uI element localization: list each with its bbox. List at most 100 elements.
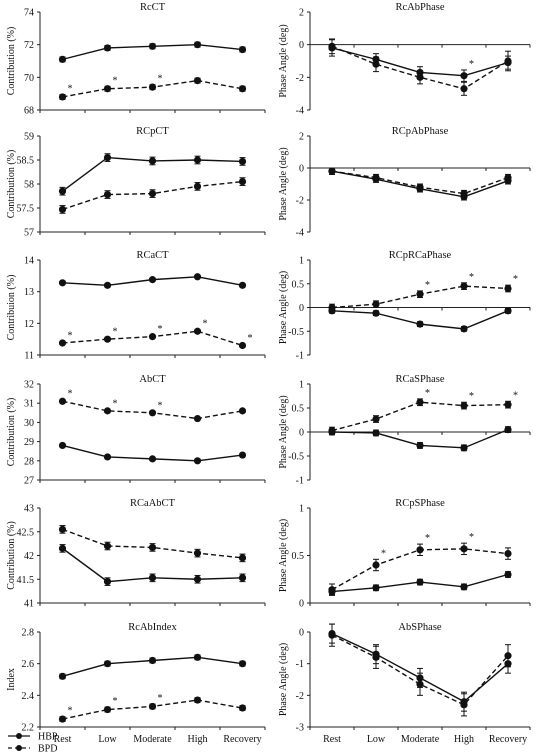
RcCT-ytick-label: 74 <box>24 8 34 19</box>
AbCT-point-BPD <box>58 397 67 405</box>
RcCT-title: RcCT <box>140 2 166 13</box>
RCaAbCT-point-HBP <box>58 544 67 552</box>
RCpCT-ytick-label: 58 <box>24 180 34 191</box>
RcAbIndex-category-label: Rest <box>54 734 72 745</box>
RCpSPhase-point-HBP <box>504 570 512 579</box>
RCaSPhase-point-BPD <box>416 398 424 406</box>
RcCT-point-BPD <box>103 85 112 93</box>
AbCT-ytick-label: 31 <box>24 399 34 410</box>
chart-RCpSPhase: RCpSPhase 0 0.5 1 Phase Angle (deg) * * * <box>278 498 531 610</box>
AbCT-point-HBP <box>238 451 247 459</box>
RCaSPhase-significance-star: * <box>513 390 518 401</box>
AbCT-ytick-label: 32 <box>24 380 34 391</box>
RCpAbPhase-point-BPD <box>372 174 380 182</box>
AbSPhase-ytick-label: -2 <box>296 691 304 702</box>
RCaCT-ytick-label: 13 <box>24 287 34 298</box>
RCaCT-significance-star: * <box>158 324 163 335</box>
AbSPhase-title: AbSPhase <box>398 622 442 633</box>
RCaCT-point-HBP <box>58 279 67 287</box>
RcAbIndex-ytick-label: 2.2 <box>22 723 35 734</box>
RCpCT-point-BPD <box>103 190 112 199</box>
RCaAbCT-point-BPD <box>193 549 202 557</box>
RcCT-ylabel: Contribution (%) <box>6 27 17 96</box>
RcCT-significance-star: * <box>158 74 163 85</box>
AbSPhase-point-BPD <box>328 631 336 639</box>
RcCT-point-HBP <box>148 42 157 50</box>
RcAbIndex-point-HBP <box>193 653 202 661</box>
chart-RCpAbPhase: RCpAbPhase -4 -2 0 2 Phase Angle (deg) <box>278 126 531 239</box>
chart-AbSPhase: AbSPhase -3 -2 -1 0 Phase Angle (deg) Rest Low M… <box>278 622 531 745</box>
legend-marker-BPD <box>16 745 22 751</box>
RCaSPhase-point-BPD <box>460 402 468 410</box>
RCpAbPhase-point-BPD <box>460 190 468 198</box>
RCaSPhase-ylabel: Phase Angle (deg) <box>278 395 289 468</box>
AbSPhase-point-BPD <box>416 680 424 688</box>
RCaSPhase-title: RCaSPhase <box>395 374 444 385</box>
RCpCT-point-BPD <box>58 205 67 214</box>
RcAbIndex-point-BPD <box>148 702 157 711</box>
RCpRCaPhase-point-HBP <box>416 320 424 328</box>
RCaCT-ytick-label: 11 <box>24 351 34 362</box>
RCaAbCT-point-BPD <box>148 543 157 552</box>
AbCT-significance-star: * <box>68 389 73 400</box>
RcCT-point-BPD <box>238 85 247 93</box>
AbSPhase-category-label: Low <box>367 734 386 745</box>
RcAbIndex-significance-star: * <box>113 696 118 707</box>
RCaAbCT-ytick-label: 41 <box>24 599 34 610</box>
RCaSPhase-point-BPD <box>372 415 380 423</box>
RCaCT-significance-star: * <box>68 330 73 341</box>
RcAbPhase-point-BPD <box>328 42 336 50</box>
legend-marker-HBP <box>16 733 22 739</box>
RCpSPhase-ylabel: Phase Angle (deg) <box>278 519 289 592</box>
RcAbIndex-point-BPD <box>238 704 247 712</box>
AbSPhase-ytick-label: 0 <box>299 628 304 639</box>
RCaCT-point-HBP <box>148 276 157 284</box>
RcAbIndex-point-BPD <box>193 696 202 704</box>
RCpCT-ylabel: Contribution (%) <box>6 150 17 219</box>
chart-RCpRCaPhase: RCpRCaPhase -1 -0.5 0 0.5 1 Phase Angle (deg) *… <box>278 250 531 362</box>
AbCT-point-BPD <box>193 414 202 423</box>
RCpAbPhase-ylabel: Phase Angle (deg) <box>278 147 289 220</box>
RcAbIndex-ytick-label: 2.4 <box>22 691 35 702</box>
RCpRCaPhase-point-HBP <box>460 325 468 333</box>
RCaAbCT-point-HBP <box>148 574 157 582</box>
RCpAbPhase-title: RCpAbPhase <box>392 126 449 137</box>
RCpCT-ytick-label: 57.5 <box>17 204 35 215</box>
RCpRCaPhase-point-BPD <box>460 282 468 290</box>
RCaAbCT-ytick-label: 41.5 <box>17 575 35 586</box>
RCpCT-point-HBP <box>148 157 157 165</box>
RcAbPhase-ylabel: Phase Angle (deg) <box>278 24 289 97</box>
RCpCT-point-BPD <box>238 178 247 186</box>
RCaSPhase-point-HBP <box>416 441 424 450</box>
RCaCT-point-BPD <box>238 341 247 350</box>
RcAbIndex-point-HBP <box>238 660 247 668</box>
RcAbIndex-category-label: Low <box>98 734 117 745</box>
RCpSPhase-significance-star: * <box>469 532 474 543</box>
RcAbPhase-point-BPD <box>416 73 424 81</box>
AbSPhase-category-label: Rest <box>323 734 341 745</box>
RCaSPhase-ytick-label: -1 <box>296 476 304 487</box>
RcCT-significance-star: * <box>113 75 118 86</box>
RCpRCaPhase-point-HBP <box>504 307 512 315</box>
RcAbIndex-title: RcAbIndex <box>128 622 177 633</box>
chart-RCaSPhase: RCaSPhase -1 -0.5 0 0.5 1 Phase Angle (deg) * * * <box>278 374 531 487</box>
RCaSPhase-point-BPD <box>504 401 512 409</box>
RCpSPhase-point-BPD <box>416 546 424 554</box>
AbSPhase-ytick-label: -3 <box>296 723 304 734</box>
RcAbPhase-significance-star: * <box>469 59 474 70</box>
RCaCT-significance-star: * <box>113 327 118 338</box>
RCaSPhase-ytick-label: 0 <box>299 428 304 439</box>
RCaCT-ytick-label: 14 <box>24 256 34 267</box>
AbCT-significance-star: * <box>158 400 163 411</box>
RCpAbPhase-point-BPD <box>504 174 512 182</box>
chart-RcAbIndex: RcAbIndex 2.2 2.4 2.6 2.8 Index Rest Low Moderat… <box>6 622 266 745</box>
RCpSPhase-significance-star: * <box>381 548 386 559</box>
AbSPhase-ylabel: Phase Angle (deg) <box>278 643 289 716</box>
RCpSPhase-point-HBP <box>372 584 380 592</box>
RcAbPhase-title: RcAbPhase <box>396 2 445 13</box>
RCaCT-point-HBP <box>103 281 112 289</box>
RCpCT-title: RCpCT <box>136 126 169 137</box>
RCpSPhase-point-BPD <box>504 550 512 558</box>
chart-RcAbPhase: RcAbPhase -4 -2 0 2 Phase Angle (deg) * <box>278 2 531 117</box>
RCaCT-significance-star: * <box>248 333 253 344</box>
